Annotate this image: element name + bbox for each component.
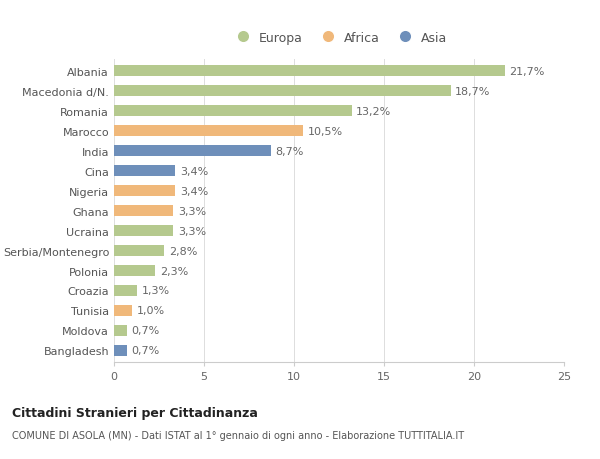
Text: 3,4%: 3,4%: [180, 186, 208, 196]
Text: Cittadini Stranieri per Cittadinanza: Cittadini Stranieri per Cittadinanza: [12, 406, 258, 419]
Text: 3,4%: 3,4%: [180, 166, 208, 176]
Bar: [114, 186, 175, 197]
Text: 2,3%: 2,3%: [160, 266, 188, 276]
Text: 1,3%: 1,3%: [142, 286, 170, 296]
Bar: [114, 265, 155, 276]
Bar: [114, 345, 127, 356]
Text: 0,7%: 0,7%: [131, 326, 160, 336]
Text: 1,0%: 1,0%: [137, 306, 164, 316]
Text: 0,7%: 0,7%: [131, 346, 160, 356]
Text: 13,2%: 13,2%: [356, 106, 391, 117]
Text: 8,7%: 8,7%: [275, 146, 304, 157]
Bar: [114, 325, 127, 336]
Bar: [114, 166, 175, 177]
Text: 2,8%: 2,8%: [169, 246, 197, 256]
Bar: [114, 246, 164, 257]
Text: 10,5%: 10,5%: [308, 126, 343, 136]
Bar: [114, 305, 132, 316]
Bar: [114, 285, 137, 297]
Bar: [114, 66, 505, 77]
Text: 18,7%: 18,7%: [455, 87, 490, 96]
Text: 21,7%: 21,7%: [509, 67, 544, 77]
Bar: [114, 146, 271, 157]
Text: COMUNE DI ASOLA (MN) - Dati ISTAT al 1° gennaio di ogni anno - Elaborazione TUTT: COMUNE DI ASOLA (MN) - Dati ISTAT al 1° …: [12, 431, 464, 441]
Bar: [114, 126, 303, 137]
Text: 3,3%: 3,3%: [178, 226, 206, 236]
Bar: [114, 206, 173, 217]
Bar: [114, 106, 352, 117]
Bar: [114, 86, 451, 97]
Text: 3,3%: 3,3%: [178, 206, 206, 216]
Legend: Europa, Africa, Asia: Europa, Africa, Asia: [226, 27, 452, 50]
Bar: [114, 225, 173, 236]
